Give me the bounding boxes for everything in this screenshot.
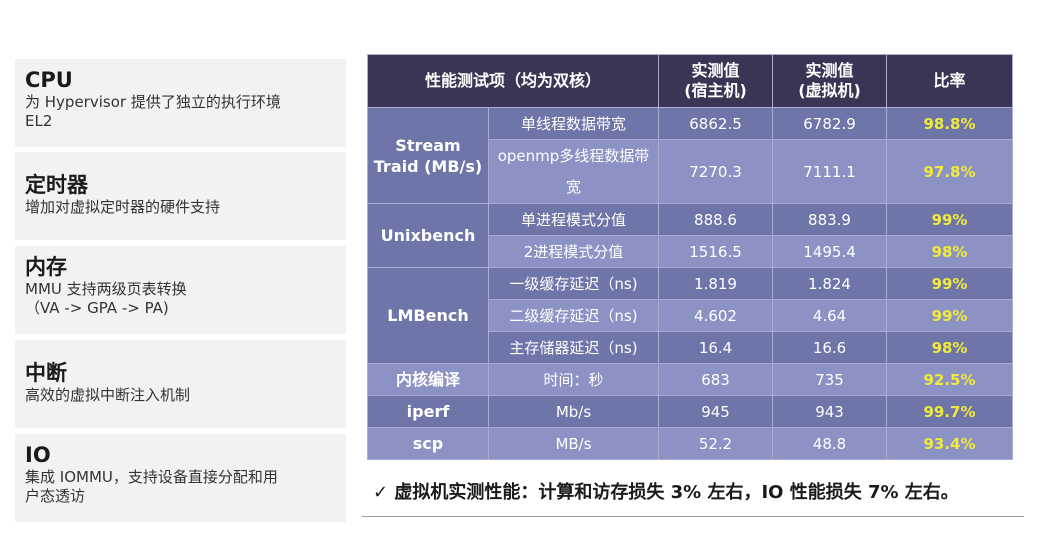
- host-cell: 945: [658, 395, 774, 428]
- group-kernel-compile: 内核编译: [367, 363, 489, 396]
- host-cell: 6862.5: [658, 107, 774, 140]
- host-cell: 52.2: [658, 427, 774, 460]
- host-cell: 1516.5: [658, 235, 774, 268]
- feature-desc: 为 Hypervisor 提供了独立的执行环境 EL2: [25, 93, 281, 130]
- table-header-row: 性能测试项（均为双核） 实测值 (宿主机) 实测值 (虚拟机) 比率: [366, 54, 1014, 108]
- performance-table: 性能测试项（均为双核） 实测值 (宿主机) 实测值 (虚拟机) 比率 Strea…: [366, 54, 1014, 460]
- ratio-cell: 93.4%: [886, 427, 1014, 460]
- ratio-cell: 99%: [886, 299, 1014, 332]
- vm-cell: 16.6: [772, 331, 888, 364]
- item-cell: 单线程数据带宽: [487, 107, 660, 140]
- vm-cell: 1.824: [772, 267, 888, 300]
- host-cell: 7270.3: [658, 139, 774, 204]
- host-cell: 16.4: [658, 331, 774, 364]
- vm-cell: 735: [772, 363, 888, 396]
- feature-desc: 高效的虚拟中断注入机制: [25, 386, 191, 404]
- group-lmbench: LMBench: [367, 267, 489, 364]
- table-row: LMBench 一级缓存延迟（ns) 1.819 1.824 99%: [367, 267, 1014, 364]
- vm-cell: 7111.1: [772, 139, 888, 204]
- table-row: iperf Mb/s 945 943 99.7%: [367, 395, 1014, 428]
- host-cell: 888.6: [658, 203, 774, 236]
- feature-desc: MMU 支持两级页表转换 （VA -> GPA -> PA): [25, 280, 187, 317]
- group-stream: Stream Traid (MB/s): [367, 107, 489, 204]
- vm-cell: 4.64: [772, 299, 888, 332]
- feature-title: 中断: [25, 361, 67, 385]
- ratio-cell: 99%: [886, 203, 1014, 236]
- vm-cell: 48.8: [772, 427, 888, 460]
- feature-title: 定时器: [25, 173, 88, 197]
- ratio-cell: 99%: [886, 267, 1014, 300]
- item-cell: openmp多线程数据带宽: [487, 139, 660, 204]
- feature-desc: 增加对虚拟定时器的硬件支持: [25, 198, 221, 216]
- table-row: Stream Traid (MB/s) 单线程数据带宽 6862.5 6782.…: [367, 107, 1014, 204]
- vm-cell: 1495.4: [772, 235, 888, 268]
- item-cell: 时间：秒: [487, 363, 660, 396]
- item-cell: 2进程模式分值: [487, 235, 660, 268]
- table-row: 二级缓存延迟（ns) 4.602 4.64 99%: [368, 299, 1014, 332]
- feature-title: IO: [25, 443, 51, 467]
- host-cell: 4.602: [658, 299, 774, 332]
- ratio-cell: 98.8%: [886, 107, 1014, 140]
- table-row: 主存储器延迟（ns) 16.4 16.6 98%: [368, 331, 1014, 364]
- host-cell: 683: [658, 363, 774, 396]
- item-cell: 二级缓存延迟（ns): [487, 299, 660, 332]
- item-cell: 主存储器延迟（ns): [487, 331, 660, 364]
- ratio-cell: 98%: [886, 235, 1014, 268]
- host-cell: 1.819: [658, 267, 774, 300]
- vm-cell: 943: [772, 395, 888, 428]
- header-host: 实测值 (宿主机): [658, 54, 774, 108]
- item-cell: 一级缓存延迟（ns): [487, 267, 660, 300]
- conclusion-text: ✓ 虚拟机实测性能：计算和访存损失 3% 左右，IO 性能损失 7% 左右。: [373, 482, 959, 503]
- group-scp: scp: [367, 427, 489, 460]
- table-row: 内核编译 时间：秒 683 735 92.5%: [367, 363, 1014, 396]
- group-unixbench: Unixbench: [367, 203, 489, 268]
- header-test-item: 性能测试项（均为双核）: [366, 54, 660, 108]
- feature-card-io: IO 集成 IOMMU，支持设备直接分配和用 户态透访: [15, 434, 346, 522]
- feature-card-memory: 内存 MMU 支持两级页表转换 （VA -> GPA -> PA): [15, 246, 346, 334]
- feature-card-cpu: CPU 为 Hypervisor 提供了独立的执行环境 EL2: [15, 59, 346, 147]
- header-ratio: 比率: [886, 54, 1014, 108]
- ratio-cell: 98%: [886, 331, 1014, 364]
- table-row: Unixbench 单进程模式分值 888.6 883.9 99%: [367, 203, 1014, 268]
- feature-card-interrupt: 中断 高效的虚拟中断注入机制: [15, 340, 346, 428]
- vm-cell: 883.9: [772, 203, 888, 236]
- feature-card-timer: 定时器 增加对虚拟定时器的硬件支持: [15, 152, 346, 240]
- feature-title: 内存: [25, 255, 67, 279]
- table-row: scp MB/s 52.2 48.8 93.4%: [367, 427, 1014, 460]
- header-vm: 实测值 (虚拟机): [772, 54, 888, 108]
- ratio-cell: 99.7%: [886, 395, 1014, 428]
- item-cell: 单进程模式分值: [487, 203, 660, 236]
- item-cell: MB/s: [487, 427, 660, 460]
- vm-cell: 6782.9: [772, 107, 888, 140]
- ratio-cell: 92.5%: [886, 363, 1014, 396]
- ratio-cell: 97.8%: [886, 139, 1014, 204]
- item-cell: Mb/s: [487, 395, 660, 428]
- group-iperf: iperf: [367, 395, 489, 428]
- divider: [362, 516, 1024, 517]
- feature-desc: 集成 IOMMU，支持设备直接分配和用 户态透访: [25, 468, 278, 505]
- feature-title: CPU: [25, 68, 73, 92]
- table-row: openmp多线程数据带宽 7270.3 7111.1 97.8%: [368, 139, 1014, 204]
